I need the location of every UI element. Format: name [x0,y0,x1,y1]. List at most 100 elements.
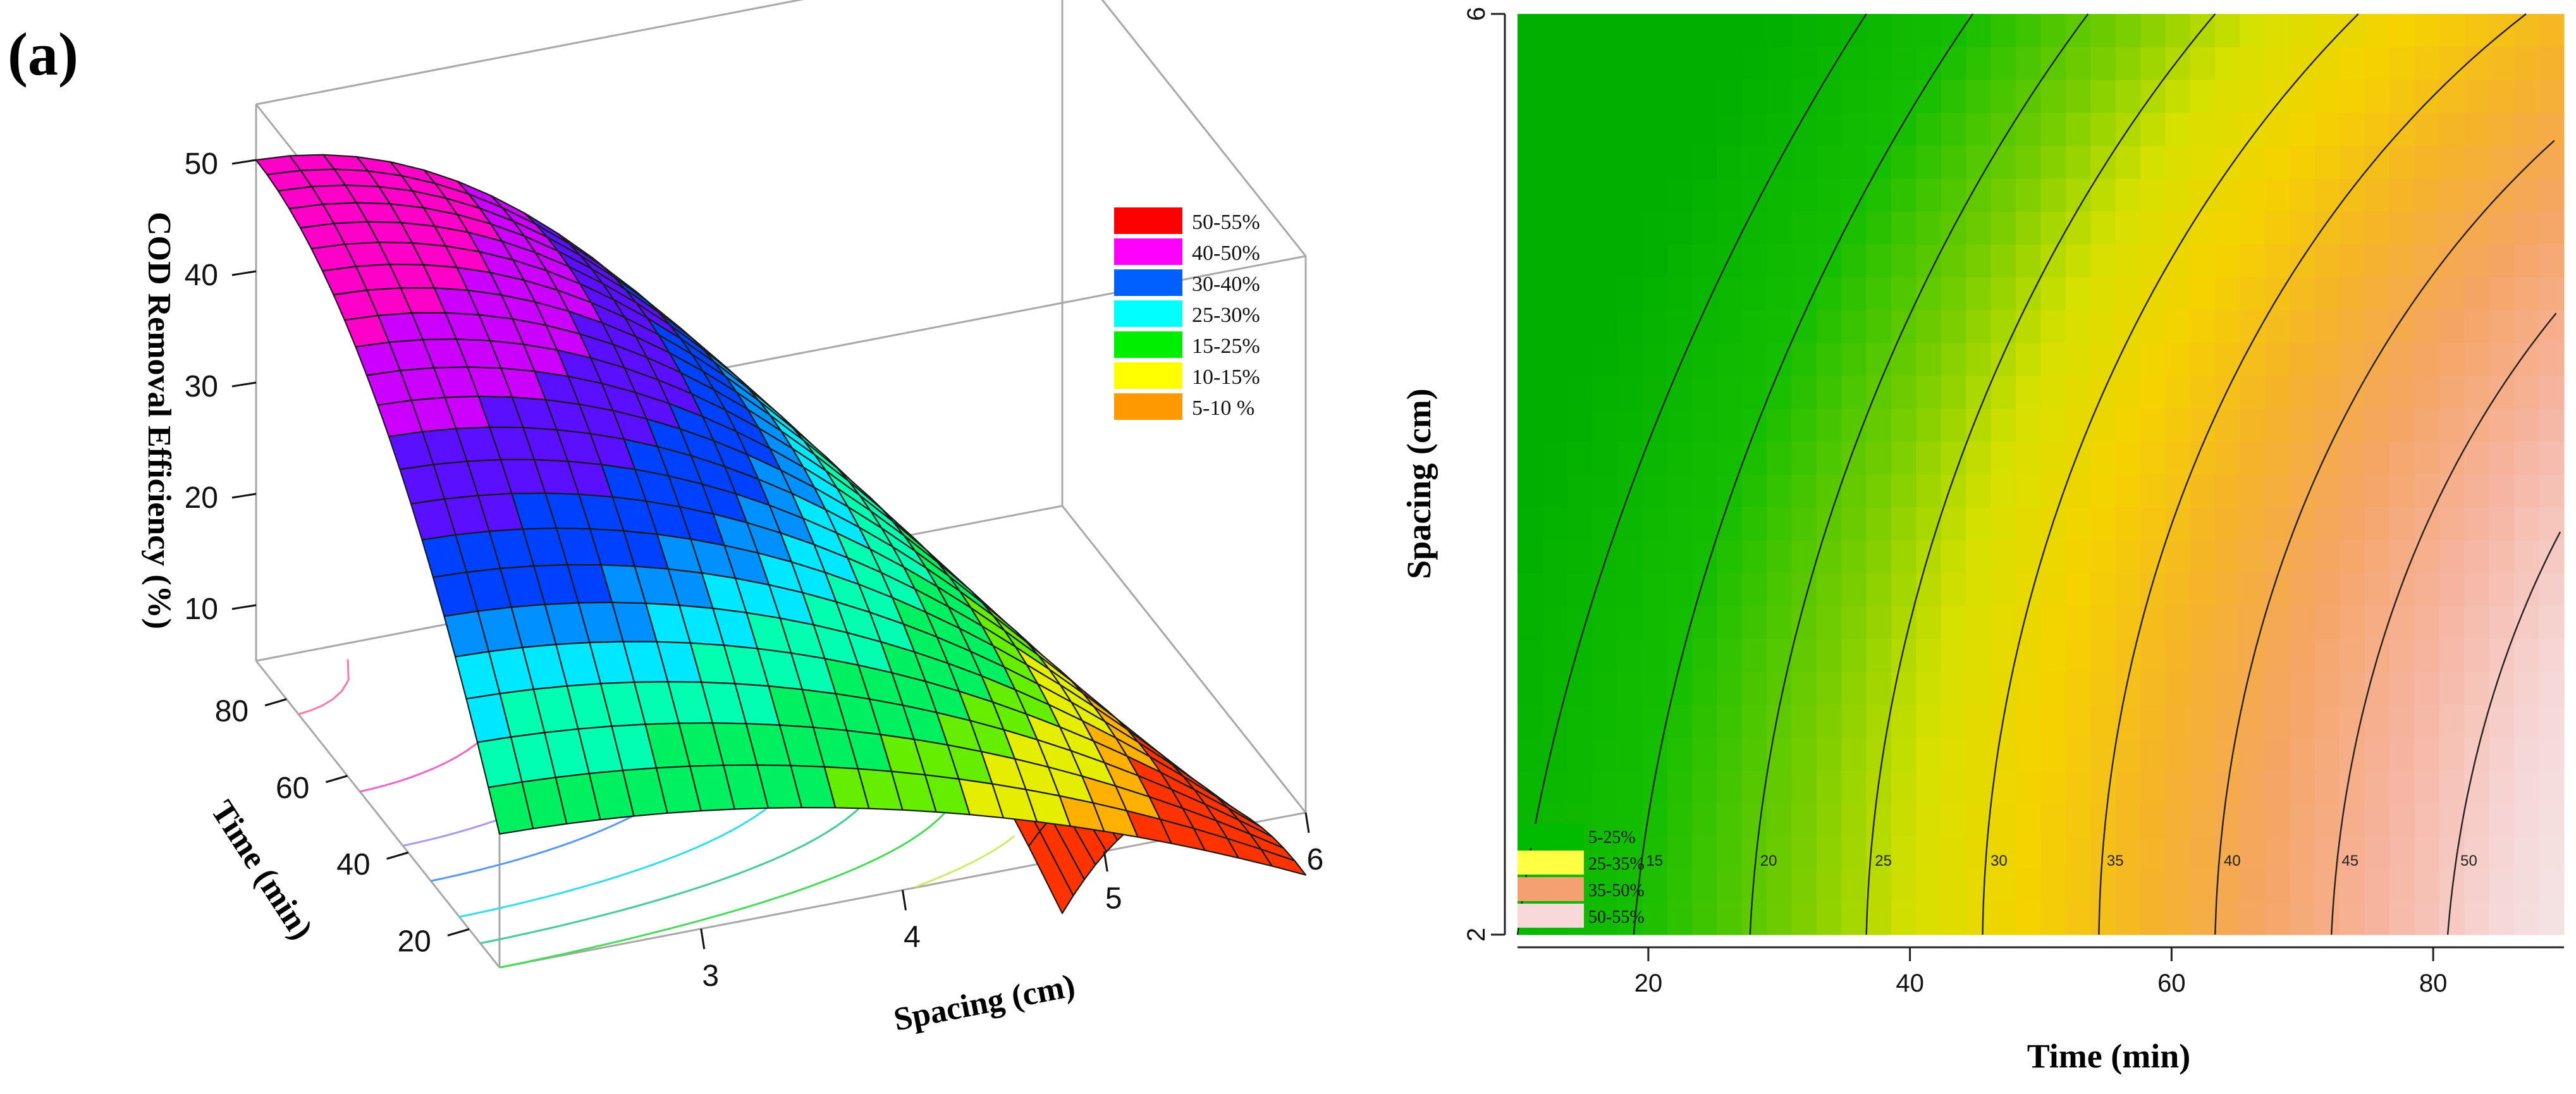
heatmap-cell [1767,474,1793,508]
heatmap-cell [1990,902,2016,935]
heatmap-cell [2190,441,2216,475]
heatmap-cell [1592,474,1618,508]
heatmap-cell [1518,277,1543,310]
heatmap-cell [1642,507,1668,541]
contour-label: 25 [1875,852,1892,870]
heatmap-cell [2040,639,2066,672]
heatmap-cell [2414,409,2440,442]
heatmap-cell [2065,441,2091,475]
heatmap-cell [2065,211,2091,245]
heatmap-cell [2165,441,2191,475]
heatmap-cell [2215,540,2241,574]
heatmap-cell [1866,343,1892,376]
heatmap-cell [1542,310,1568,343]
heatmap-cell [2489,704,2515,738]
heatmap-cell [1717,573,1743,606]
heatmap-cell [1941,869,1966,902]
legend-label: 5-10 % [1192,396,1254,420]
x-tick-label: 3 [702,959,719,993]
heatmap-cell [1916,704,1942,738]
heatmap-cell [1866,606,1892,639]
heatmap-cell [1691,507,1717,541]
heatmap-cell [1966,113,1992,146]
heatmap-cell [1916,441,1942,475]
heatmap-cell [2539,343,2565,376]
heatmap-cell [1667,14,1693,47]
heatmap-cell [2340,902,2365,935]
heatmap-cell [1767,507,1793,541]
heatmap-cell [1816,869,1842,902]
heatmap-cell [1966,145,1992,179]
heatmap-cell [1816,573,1842,606]
heatmap-cell [1741,310,1767,343]
z-tick-label: 20 [185,481,218,515]
heatmap-cell [2065,540,2091,574]
heatmap-cell [1741,836,1767,870]
heatmap-cell [2215,310,2241,343]
heatmap-cell [1691,737,1717,771]
contour-label: 35 [2107,852,2124,870]
heatmap-cell [1567,244,1593,278]
heatmap-cell [1518,441,1543,475]
heatmap-cell [2115,211,2141,245]
legend-label: 25-35% [1588,854,1645,874]
heatmap-cell [2539,113,2565,146]
heatmap-cell [1816,277,1842,310]
heatmap-cell [2065,737,2091,771]
legend: 50-55% 40-50% 30-40% 25-30% 15-25% 10-15% 5-10… [1114,207,1260,420]
heatmap-cell [2514,737,2540,771]
heatmap-cell [2290,277,2315,310]
heatmap-cell [1691,409,1717,442]
z-tick-label: 40 [185,259,218,292]
heatmap-cell [2340,409,2365,442]
heatmap-cell [1841,310,1867,343]
heatmap-cell [1617,113,1643,146]
heatmap-cell [1916,80,1942,113]
heatmap-cell [1816,737,1842,771]
heatmap-cell [2464,441,2490,475]
heatmap-cell [1816,14,1842,47]
heatmap-cell [1891,639,1917,672]
heatmap-cell [2090,672,2116,705]
heatmap-cell [1966,902,1992,935]
heatmap-cell [2314,343,2340,376]
heatmap-cell [2364,474,2390,508]
heatmap-cell [2464,14,2490,47]
heatmap-cell [2489,376,2515,409]
heatmap-cell [1767,540,1793,574]
heatmap-cell [2240,376,2266,409]
heatmap-cell [2265,737,2291,771]
heatmap-cell [1617,770,1643,804]
heatmap-cell [1592,244,1618,278]
heatmap-cell [1617,573,1643,606]
heatmap-cell [1518,310,1543,343]
heatmap-cell [1841,639,1867,672]
heatmap-cell [2364,836,2390,870]
heatmap-cell [2090,277,2116,310]
heatmap-cell [2539,704,2565,738]
heatmap-cell [1691,145,1717,179]
heatmap-cell [2190,376,2216,409]
heatmap-cell [1891,244,1917,278]
heatmap-cell [1891,211,1917,245]
heatmap-cell [1941,244,1966,278]
heatmap-cell [2314,277,2340,310]
heatmap-cell [1891,47,1917,80]
heatmap-cell [2314,704,2340,738]
heatmap-cell [1642,869,1668,902]
response-surface [255,154,1307,914]
heatmap-cell [2489,310,2515,343]
heatmap-cell [1741,80,1767,113]
heatmap-cell [1592,211,1618,245]
heatmap-cell [2165,244,2191,278]
heatmap-cell [1741,113,1767,146]
heatmap-cell [1841,277,1867,310]
heatmap-cell [1916,606,1942,639]
contour-line [1633,13,1973,935]
heatmap-cell [2340,145,2365,179]
heatmap-cell [2514,409,2540,442]
heatmap-cell [2364,80,2390,113]
heatmap-cell [1966,211,1992,245]
heatmap-cell [2090,409,2116,442]
heatmap-cell [1567,80,1593,113]
